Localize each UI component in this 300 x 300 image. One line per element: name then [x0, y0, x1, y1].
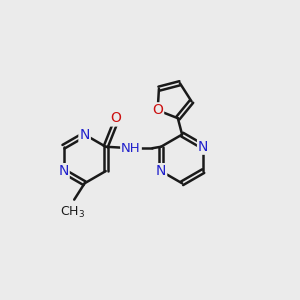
Text: NH: NH [121, 142, 141, 155]
Text: N: N [58, 164, 69, 178]
Text: N: N [198, 140, 208, 154]
Text: CH$_3$: CH$_3$ [60, 205, 85, 220]
Text: O: O [110, 112, 121, 125]
Text: O: O [152, 103, 163, 117]
Text: N: N [80, 128, 90, 142]
Text: N: N [156, 164, 166, 178]
